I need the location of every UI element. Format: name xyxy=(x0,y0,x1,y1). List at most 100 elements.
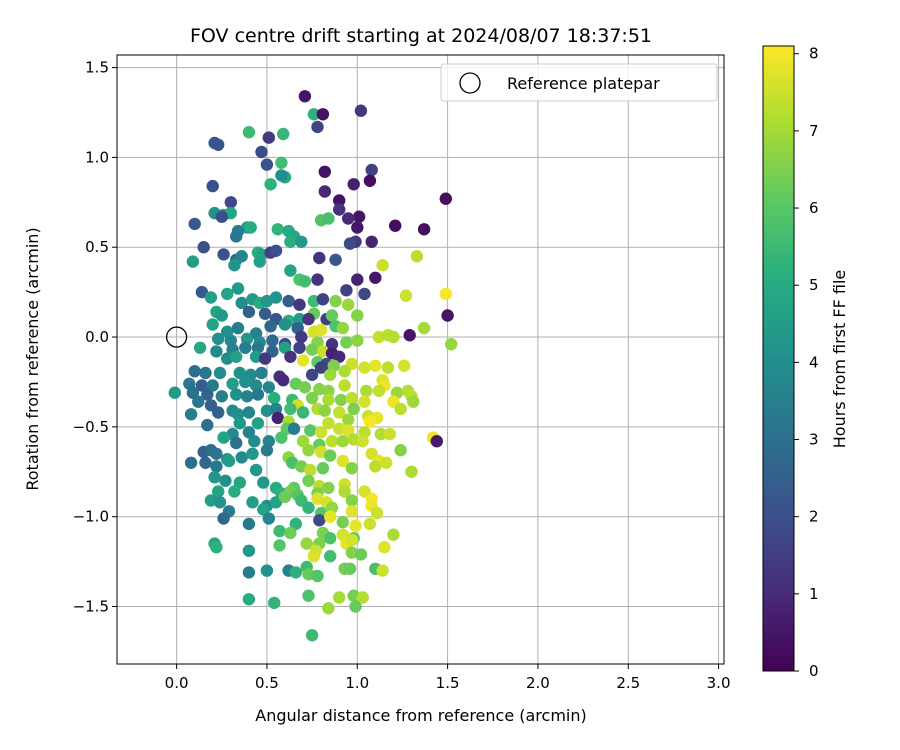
data-point xyxy=(445,338,458,351)
data-point xyxy=(295,330,308,344)
x-tick-label: 2.5 xyxy=(616,674,640,692)
data-point xyxy=(257,503,270,516)
data-point xyxy=(370,506,384,520)
data-point xyxy=(369,359,382,372)
data-point xyxy=(307,108,321,121)
data-point xyxy=(322,212,335,225)
y-tick-label: −0.5 xyxy=(73,418,109,436)
colorbar-tick-label: 2 xyxy=(809,508,819,526)
data-point xyxy=(295,235,308,248)
data-point xyxy=(305,629,319,642)
legend: Reference platepar xyxy=(440,63,718,102)
data-point xyxy=(405,465,418,478)
data-point xyxy=(394,402,407,416)
data-point xyxy=(314,426,328,439)
data-point xyxy=(345,391,359,405)
data-point xyxy=(215,309,228,322)
data-point xyxy=(324,368,337,381)
data-point xyxy=(345,533,359,547)
data-point xyxy=(351,309,364,322)
data-point xyxy=(199,366,212,380)
data-point xyxy=(284,350,297,363)
data-point xyxy=(376,259,389,272)
data-point xyxy=(268,391,281,405)
data-point xyxy=(387,528,400,541)
data-point xyxy=(210,460,223,473)
data-point xyxy=(316,108,330,121)
data-point xyxy=(233,476,246,489)
data-point xyxy=(242,593,256,606)
data-point xyxy=(271,411,284,425)
data-point xyxy=(351,334,364,347)
data-point xyxy=(347,178,360,191)
data-point xyxy=(277,127,290,141)
data-point xyxy=(264,178,277,191)
data-point xyxy=(316,462,330,475)
legend-label: Reference platepar xyxy=(507,74,660,93)
data-point xyxy=(269,496,283,509)
data-point xyxy=(213,366,227,380)
data-point xyxy=(244,221,257,234)
data-point xyxy=(296,354,310,367)
data-point xyxy=(314,361,328,374)
data-point xyxy=(239,341,252,354)
data-point xyxy=(322,481,335,495)
data-point xyxy=(233,417,246,430)
data-point xyxy=(298,381,312,394)
data-point xyxy=(304,424,317,437)
data-point xyxy=(275,169,288,182)
data-point xyxy=(226,377,239,390)
data-point xyxy=(217,248,230,261)
data-point xyxy=(235,250,248,263)
data-point xyxy=(372,384,386,398)
data-point xyxy=(184,408,198,421)
data-point xyxy=(325,309,339,322)
data-point xyxy=(210,447,223,460)
data-point xyxy=(206,318,219,331)
data-point xyxy=(260,564,274,577)
data-point xyxy=(360,384,373,398)
y-tick-label: −1.5 xyxy=(73,598,109,616)
data-point xyxy=(257,476,270,489)
data-point xyxy=(369,460,382,473)
data-point xyxy=(284,264,297,277)
data-point xyxy=(311,569,324,583)
data-point xyxy=(275,431,288,444)
data-point xyxy=(365,163,378,177)
data-point xyxy=(298,275,312,288)
data-point xyxy=(351,221,364,234)
data-point xyxy=(208,471,221,484)
data-point xyxy=(268,596,281,610)
x-tick-label: 1.5 xyxy=(436,674,460,692)
data-point xyxy=(302,501,315,514)
data-point xyxy=(296,406,310,419)
data-point xyxy=(338,379,351,392)
data-point xyxy=(333,591,346,604)
colorbar-tick-label: 6 xyxy=(809,199,819,217)
data-point xyxy=(186,386,200,399)
colorbar-gradient xyxy=(763,46,794,671)
data-point xyxy=(210,345,223,358)
x-axis-ticks: 0.0 0.5 1.0 1.5 2.0 2.5 3.0 xyxy=(165,664,731,692)
data-point xyxy=(347,402,360,416)
data-point xyxy=(349,519,362,532)
colorbar-tick-label: 8 xyxy=(809,45,819,63)
data-point xyxy=(210,541,223,554)
data-point xyxy=(340,284,353,297)
data-point xyxy=(242,544,256,557)
data-point xyxy=(258,307,272,320)
data-point xyxy=(255,145,268,159)
data-point xyxy=(325,338,339,351)
data-point xyxy=(333,203,346,216)
reference-platepar-marker xyxy=(165,326,188,348)
data-point xyxy=(358,361,371,374)
data-point xyxy=(439,192,452,205)
data-point xyxy=(289,517,302,531)
data-point xyxy=(325,435,339,448)
data-points xyxy=(168,90,458,642)
data-point xyxy=(269,244,283,257)
data-point xyxy=(324,510,337,523)
data-point xyxy=(273,524,286,538)
data-point xyxy=(264,320,277,333)
data-point xyxy=(324,449,337,462)
